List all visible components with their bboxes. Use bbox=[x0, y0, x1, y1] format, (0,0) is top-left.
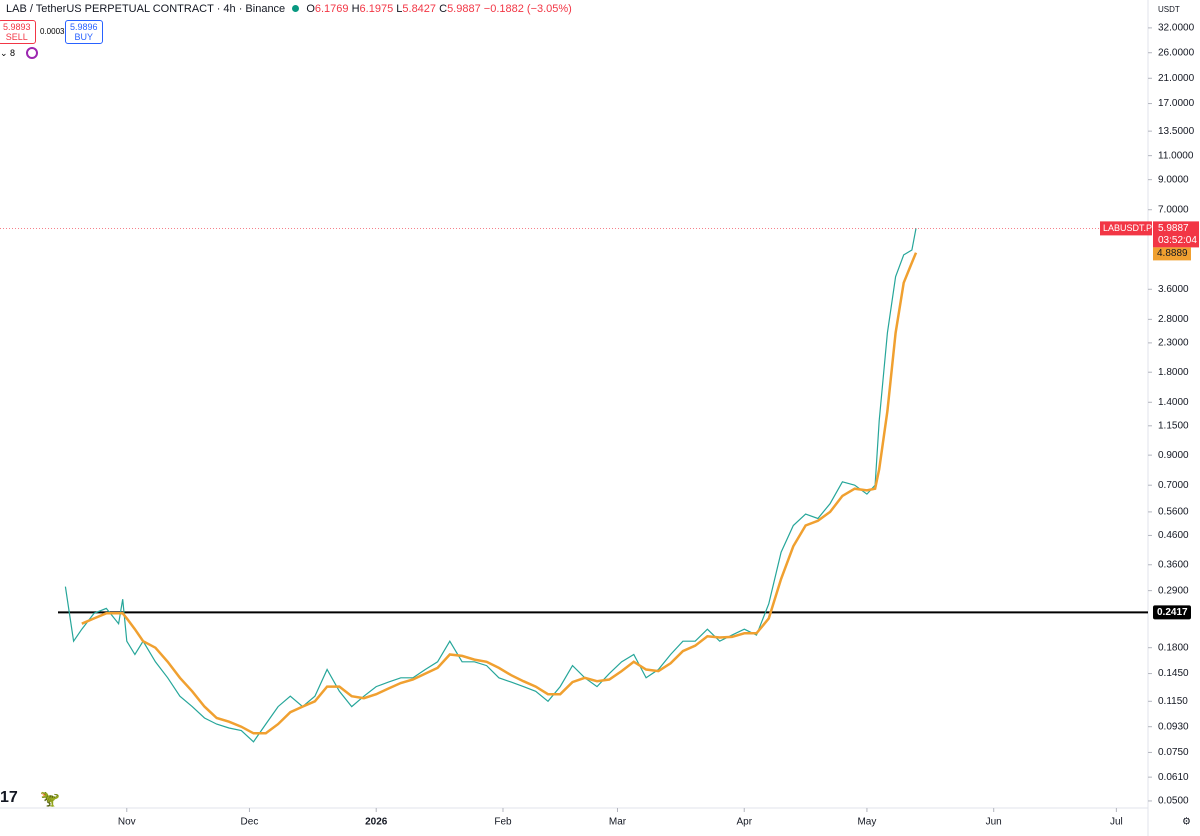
y-tick-label: 0.0750 bbox=[1158, 747, 1189, 758]
ohlc-label: C bbox=[439, 3, 448, 15]
status-dot bbox=[292, 5, 300, 12]
y-tick-label: 0.2900 bbox=[1158, 585, 1189, 596]
y-tick-label: 2.3000 bbox=[1158, 338, 1189, 349]
y-tick-label: 0.0930 bbox=[1158, 721, 1189, 732]
moving-average bbox=[81, 252, 918, 735]
dino-icon: 🦖 bbox=[40, 791, 60, 808]
last-price-label: 5.9887 bbox=[1158, 223, 1189, 234]
countdown: 03:52:04 bbox=[1158, 235, 1197, 246]
symbol-title[interactable]: LAB / TetherUS PERPETUAL CONTRACT · 4h ·… bbox=[6, 3, 286, 15]
x-tick-label: Mar bbox=[609, 817, 627, 828]
y-tick-label: 3.6000 bbox=[1158, 284, 1189, 295]
ma-label: 4.8889 bbox=[1157, 248, 1188, 259]
settings-icon[interactable]: ⚙ bbox=[1182, 817, 1191, 828]
y-tick-label: 11.0000 bbox=[1158, 150, 1194, 161]
x-tick-label: May bbox=[857, 817, 876, 828]
sell-price: 5.9893 bbox=[3, 22, 31, 32]
y-tick-label: 0.0610 bbox=[1158, 772, 1189, 783]
header: LAB / TetherUS PERPETUAL CONTRACT · 4h ·… bbox=[6, 3, 572, 15]
y-tick-label: 0.0500 bbox=[1158, 796, 1189, 807]
level-label-bg bbox=[1153, 605, 1191, 620]
indicator-toggle[interactable]: ⌄ 8 bbox=[0, 48, 16, 58]
level-label: 0.2417 bbox=[1157, 607, 1188, 618]
y-tick-label: 0.1800 bbox=[1158, 642, 1189, 653]
ohlc-label: L bbox=[396, 3, 403, 15]
spread: 0.0003 bbox=[40, 27, 65, 36]
y-tick-label: 1.4000 bbox=[1158, 397, 1189, 408]
y-tick-label: 13.5000 bbox=[1158, 126, 1195, 137]
y-tick-label: 0.3600 bbox=[1158, 559, 1189, 570]
sync-icon[interactable] bbox=[26, 47, 38, 59]
y-tick-label: 26.0000 bbox=[1158, 47, 1195, 58]
y-tick-label: 0.4600 bbox=[1158, 530, 1189, 541]
change: −0.1882 (−3.05%) bbox=[483, 3, 572, 15]
buy-button[interactable]: 5.9896 BUY bbox=[65, 20, 103, 44]
y-tick-label: 1.8000 bbox=[1158, 367, 1189, 378]
ohlc-label: H bbox=[351, 3, 360, 15]
sell-button[interactable]: 5.9893 SELL bbox=[0, 20, 36, 44]
tv-logo: 17 bbox=[0, 789, 18, 806]
y-tick-label: 0.1150 bbox=[1158, 696, 1188, 707]
y-tick-label: 17.0000 bbox=[1158, 98, 1195, 109]
y-tick-label: 7.0000 bbox=[1158, 204, 1189, 215]
x-tick-label: Feb bbox=[494, 817, 512, 828]
x-tick-label: 2026 bbox=[365, 817, 388, 828]
buy-label: BUY bbox=[74, 32, 94, 42]
y-tick-label: 9.0000 bbox=[1158, 174, 1189, 185]
sell-label: SELL bbox=[5, 32, 28, 42]
y-tick-label: 0.1450 bbox=[1158, 668, 1189, 679]
currency-label: USDT bbox=[1158, 5, 1180, 14]
symbol-tag: LABUSDT.P bbox=[1103, 223, 1152, 233]
ohlc-label: O bbox=[306, 3, 315, 15]
x-tick-label: Jul bbox=[1110, 817, 1123, 828]
x-tick-label: Jun bbox=[986, 817, 1002, 828]
last-price-bg bbox=[1153, 221, 1199, 248]
ma-label-bg bbox=[1153, 247, 1191, 261]
y-tick-label: 0.7000 bbox=[1158, 480, 1189, 491]
x-tick-label: Nov bbox=[118, 817, 136, 828]
symbol-tag-bg bbox=[1100, 221, 1152, 236]
x-tick-label: Apr bbox=[736, 817, 752, 828]
y-tick-label: 32.0000 bbox=[1158, 23, 1195, 34]
price-line bbox=[64, 228, 917, 743]
buy-price: 5.9896 bbox=[70, 22, 98, 32]
y-tick-label: 1.1500 bbox=[1158, 420, 1189, 431]
y-tick-label: 0.5600 bbox=[1158, 507, 1189, 518]
ohlc-value: 6.1975 bbox=[359, 3, 394, 15]
y-tick-label: 0.9000 bbox=[1158, 450, 1189, 461]
ohlc-value: 6.1769 bbox=[314, 3, 349, 15]
indicator-count: 8 bbox=[10, 48, 16, 58]
ohlc-value: 5.8427 bbox=[402, 3, 437, 15]
y-tick-label: 21.0000 bbox=[1158, 73, 1195, 84]
ohlc-value: 5.9887 bbox=[447, 3, 481, 15]
x-tick-label: Dec bbox=[241, 817, 259, 828]
y-tick-label: 2.8000 bbox=[1158, 314, 1189, 325]
